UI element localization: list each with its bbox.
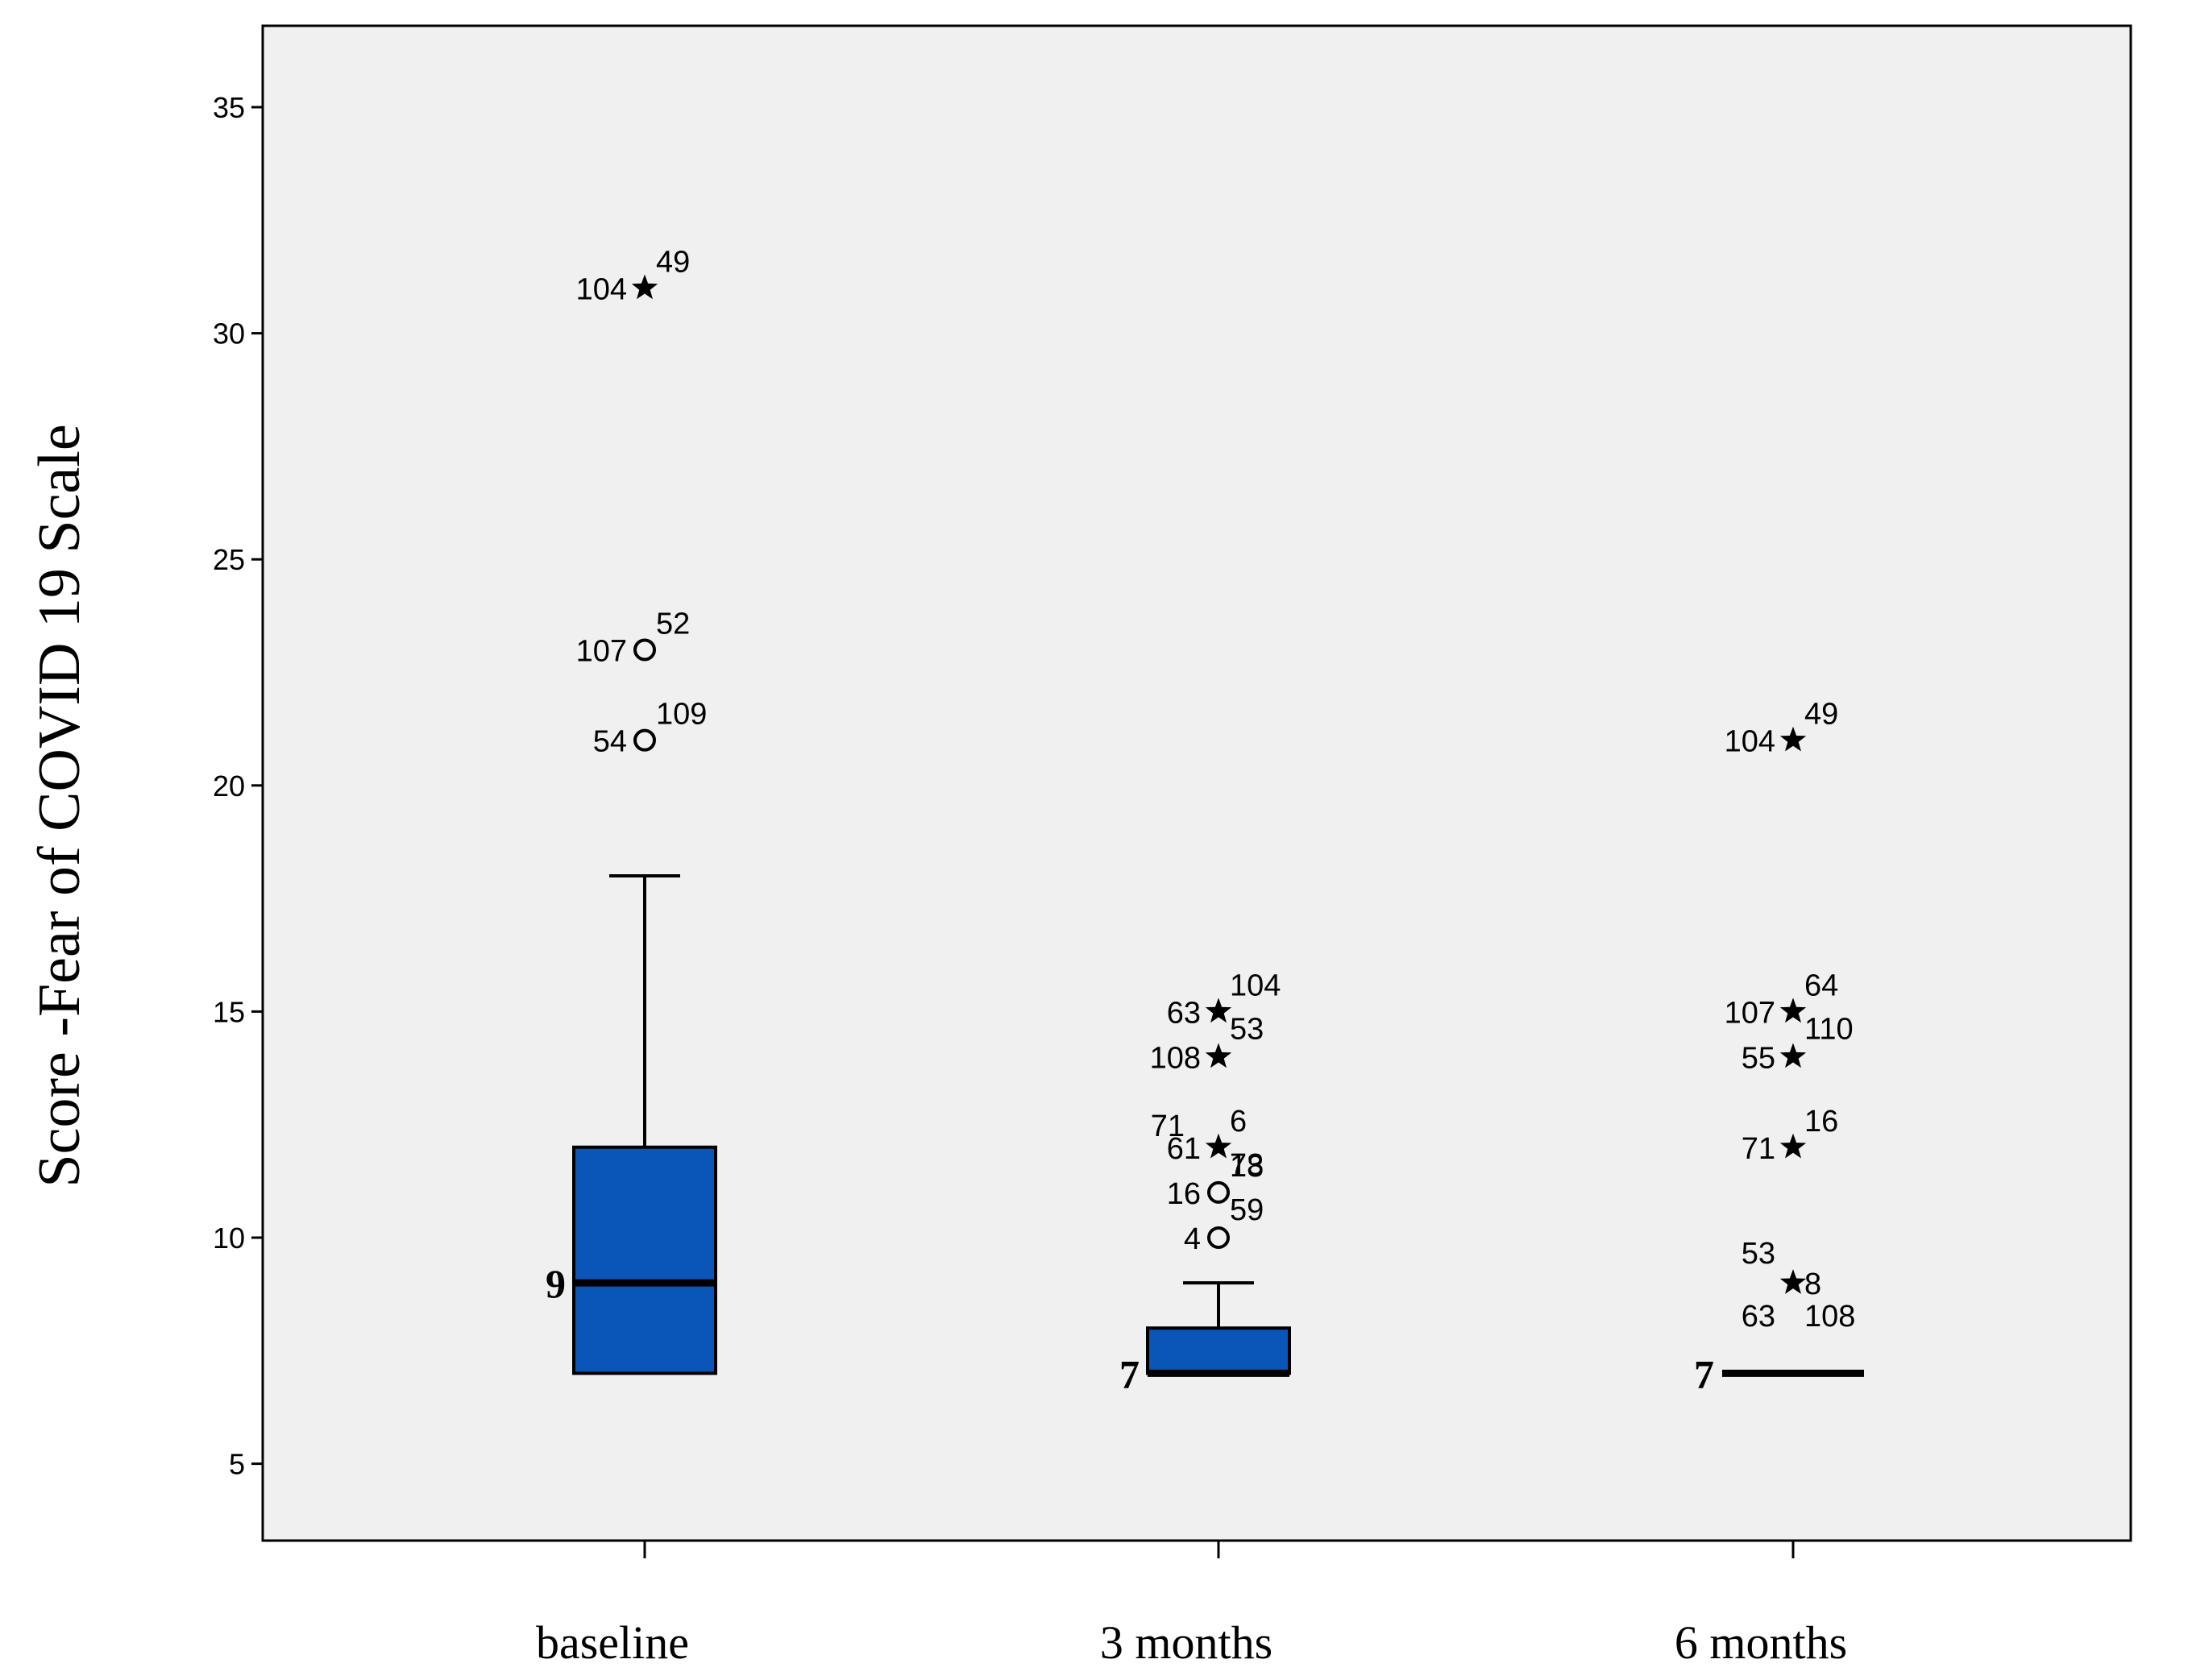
outlier-case-label: 4 <box>1184 1222 1201 1256</box>
outlier-circle-marker <box>633 638 656 662</box>
outlier-case-label: 104 <box>1230 969 1281 1002</box>
iqr-box <box>572 1145 717 1375</box>
outlier-case-label: 6 <box>1230 1105 1247 1139</box>
median-value-label: 7 <box>1694 1351 1714 1396</box>
outlier-star-marker <box>1779 998 1807 1023</box>
x-tick-label: baseline <box>536 1616 689 1669</box>
y-axis: 5 10 15 20 25 30 35 <box>213 91 263 1481</box>
x-axis: baseline 3 months 6 months <box>536 1541 1847 1669</box>
outlier-series: 1044910752541096310453108616717316185941… <box>576 245 1856 1334</box>
outlier-case-label: 61 <box>1167 1132 1201 1166</box>
outlier-case-label: 49 <box>656 245 690 279</box>
outlier-case-label: 107 <box>1725 996 1775 1030</box>
outlier-circle-marker <box>1207 1180 1230 1204</box>
outlier-case-label: 63 <box>1167 996 1201 1030</box>
outlier-star-marker <box>1779 1269 1807 1294</box>
outlier-circle-marker <box>633 728 656 752</box>
outlier-case-label: 8 <box>1804 1267 1821 1301</box>
y-tick-label: 10 <box>213 1222 245 1255</box>
outlier-case-label: 49 <box>1804 698 1838 732</box>
outlier-case-label: 73 <box>1230 1148 1264 1182</box>
outlier-case-label: 104 <box>576 272 627 306</box>
outlier-star-marker <box>1779 1133 1807 1159</box>
outlier-case-label: 53 <box>1230 1012 1264 1046</box>
y-tick-label: 15 <box>213 995 245 1028</box>
outlier-case-label: 54 <box>593 725 627 759</box>
y-axis-label: Score -Fear of COVID 19 Scale <box>27 424 93 1187</box>
outlier-case-label: 59 <box>1230 1193 1264 1227</box>
outlier-case-label: 18 <box>1230 1150 1264 1184</box>
outlier-star-marker <box>1779 1043 1807 1068</box>
y-tick-label: 20 <box>213 769 245 803</box>
outlier-circle-marker <box>1207 1226 1230 1249</box>
outlier-case-label: 110 <box>1804 1012 1854 1046</box>
outlier-case-label: 108 <box>1150 1042 1201 1076</box>
outlier-star-marker <box>1205 1043 1232 1068</box>
median-value-label: 9 <box>546 1261 566 1306</box>
outlier-case-label: 71 <box>1151 1110 1185 1143</box>
x-tick-label: 3 months <box>1100 1616 1272 1669</box>
outlier-case-label: 52 <box>656 607 690 641</box>
outlier-case-label: 71 <box>1742 1132 1775 1166</box>
median-value-label: 7 <box>1119 1351 1140 1396</box>
outlier-case-label: 107 <box>576 634 627 668</box>
y-tick-label: 30 <box>213 317 245 351</box>
box-series: 9 7 7 <box>546 874 1864 1396</box>
outlier-case-label: 104 <box>1725 725 1775 759</box>
outlier-case-label: 64 <box>1804 969 1838 1002</box>
outlier-case-label: 63 <box>1742 1300 1775 1334</box>
outlier-case-label: 16 <box>1167 1177 1201 1211</box>
outlier-star-marker <box>1205 998 1232 1023</box>
outlier-case-label: 53 <box>1742 1237 1775 1271</box>
iqr-box <box>1146 1326 1291 1375</box>
outlier-case-label: 108 <box>1804 1300 1855 1334</box>
y-tick-label: 5 <box>229 1448 245 1481</box>
x-tick-label: 6 months <box>1675 1616 1847 1669</box>
outlier-star-marker <box>1779 726 1807 752</box>
outlier-case-label: 55 <box>1742 1042 1775 1076</box>
outlier-case-label: 109 <box>656 698 707 732</box>
outlier-case-label: 16 <box>1804 1105 1838 1139</box>
outlier-star-marker <box>631 274 658 300</box>
outlier-star-marker <box>1205 1133 1232 1159</box>
y-tick-label: 35 <box>213 91 245 124</box>
y-tick-label: 25 <box>213 543 245 576</box>
